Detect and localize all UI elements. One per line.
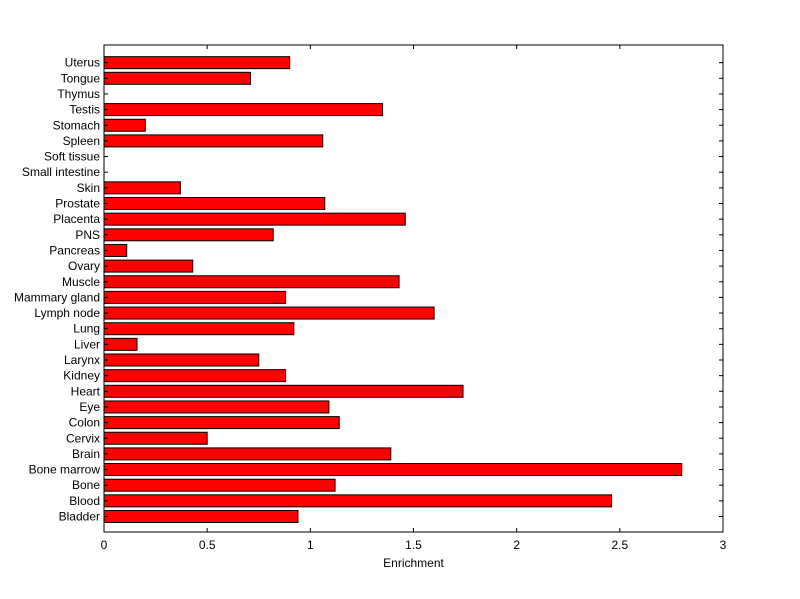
bar-ovary (103, 259, 194, 273)
bar-lung (103, 322, 295, 336)
y-tick-label: Bladder (59, 510, 100, 524)
y-tick-label: PNS (75, 228, 100, 242)
y-tick-label: Pancreas (49, 243, 100, 257)
bar-eye (103, 400, 330, 414)
y-tick-label: Colon (69, 416, 100, 430)
y-tick-label: Thymus (57, 87, 100, 101)
y-tick-label: Blood (69, 494, 100, 508)
bar-uterus (103, 56, 291, 70)
y-tick-label: Eye (79, 400, 100, 414)
x-tick-label: 2 (513, 538, 520, 552)
y-tick-label: Skin (77, 181, 100, 195)
x-tick-label: 1.5 (405, 538, 422, 552)
y-tick-label: Brain (72, 447, 100, 461)
bar-spleen (103, 134, 324, 148)
y-tick-label: Mammary gland (14, 290, 100, 304)
y-tick-label: Small intestine (22, 165, 100, 179)
bar-liver (103, 337, 138, 351)
bar-stomach (103, 118, 146, 132)
y-tick-label: Kidney (63, 369, 100, 383)
bar-skin (103, 181, 181, 195)
x-tick-label: 0 (101, 538, 108, 552)
y-tick-label: Prostate (55, 197, 100, 211)
x-tick-label: 2.5 (611, 538, 628, 552)
bar-larynx (103, 353, 260, 367)
y-tick-label: Lymph node (34, 306, 100, 320)
bar-testis (103, 103, 384, 117)
y-tick-label: Heart (71, 384, 101, 398)
y-tick-label: Lung (73, 322, 100, 336)
y-tick-label: Larynx (64, 353, 100, 367)
x-axis-ticks: 0 0.5 1 1.5 2 2.5 3 (101, 45, 727, 552)
bar-bladder (103, 510, 299, 523)
y-tick-label: Liver (74, 337, 100, 351)
y-tick-label: Cervix (66, 431, 100, 445)
bar-kidney (103, 369, 287, 383)
x-tick-label: 0.5 (199, 538, 216, 552)
y-tick-label: Muscle (62, 275, 100, 289)
x-axis-label: Enrichment (383, 556, 444, 570)
bar-lymph-node (103, 306, 435, 320)
bar-heart (103, 384, 464, 398)
y-tick-label: Tongue (61, 71, 101, 85)
bar-cervix (103, 431, 208, 445)
y-tick-label: Ovary (68, 259, 100, 273)
x-tick-label: 3 (720, 538, 727, 552)
y-tick-label: Stomach (53, 118, 100, 132)
bar-blood (103, 494, 613, 508)
bars-group (103, 56, 683, 523)
bar-muscle (103, 275, 400, 289)
bar-placenta (103, 212, 406, 226)
bar-brain (103, 447, 392, 461)
bar-bone (103, 478, 336, 492)
y-tick-label: Uterus (65, 56, 100, 70)
y-tick-label: Soft tissue (44, 150, 100, 164)
y-tick-label: Placenta (53, 212, 100, 226)
bar-prostate (103, 197, 326, 210)
y-tick-label: Bone (72, 478, 100, 492)
bar-pns (103, 228, 274, 242)
y-tick-label: Bone marrow (29, 463, 101, 477)
y-tick-label: Testis (69, 103, 100, 117)
bar-mammary-gland (103, 290, 287, 304)
x-tick-label: 1 (307, 538, 314, 552)
bar-bone-marrow (103, 463, 683, 477)
y-tick-label: Spleen (63, 134, 100, 148)
bar-tongue (103, 71, 251, 85)
bar-colon (103, 416, 340, 430)
